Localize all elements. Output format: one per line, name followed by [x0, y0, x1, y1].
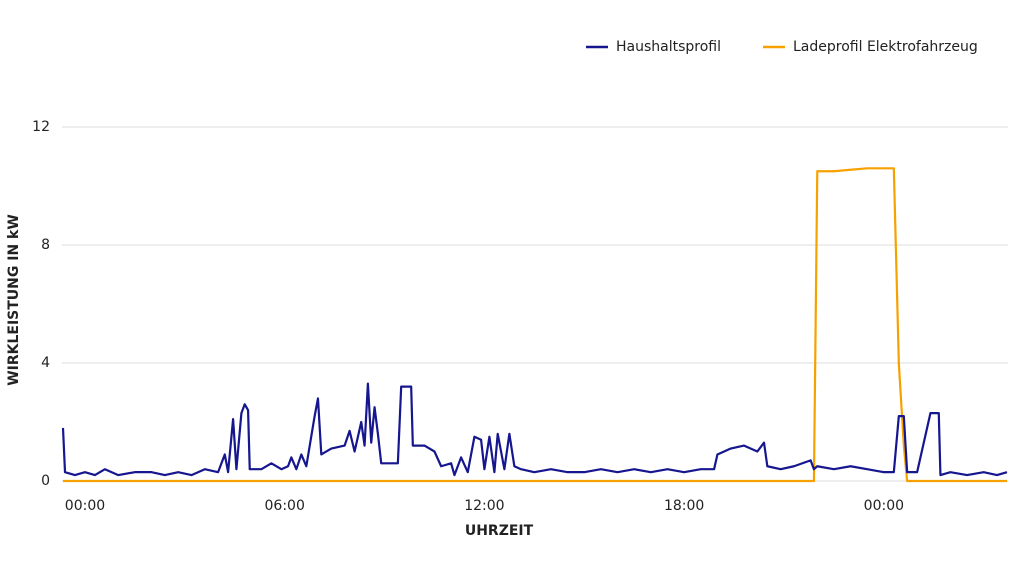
- series-line: [63, 167, 1007, 483]
- y-tick-label: 12: [32, 119, 50, 135]
- y-axis-title: WIRKLEISTUNG IN kW: [6, 214, 22, 386]
- x-tick-label: 00:00: [864, 498, 904, 514]
- x-axis-title: UHRZEIT: [465, 523, 534, 539]
- y-tick-label: 8: [41, 237, 50, 253]
- y-tick-label: 0: [41, 473, 50, 489]
- x-tick-label: 18:00: [664, 498, 704, 514]
- series-line: [61, 382, 1008, 477]
- x-tick-label: 06:00: [265, 498, 305, 514]
- legend-label: Ladeprofil Elektrofahrzeug: [793, 39, 978, 55]
- x-tick-label: 12:00: [464, 498, 504, 514]
- y-tick-label: 4: [41, 355, 50, 371]
- legend-label: Haushaltsprofil: [616, 39, 721, 55]
- x-tick-label: 00:00: [65, 498, 105, 514]
